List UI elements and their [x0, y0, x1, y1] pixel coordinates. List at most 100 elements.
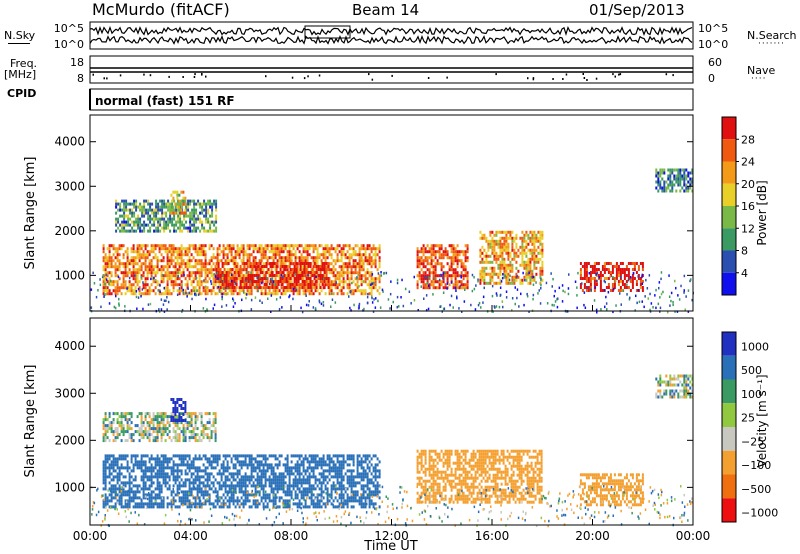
echo-cell-1036 — [280, 478, 283, 482]
echo-cell-166 — [132, 256, 135, 260]
echo-cell-1838 — [313, 283, 316, 286]
echo-cell-43 — [108, 259, 111, 263]
echo-cell-1199 — [308, 475, 311, 479]
echo-cell-1533 — [374, 280, 377, 284]
echo-cell-2669 — [633, 265, 636, 268]
echo-cell-1121 — [300, 253, 303, 257]
echo-cell-981 — [276, 292, 279, 296]
echo-cell-338 — [162, 280, 165, 284]
echo-cell-463 — [180, 472, 183, 476]
echo-cell-254 — [146, 271, 149, 275]
echo-cell-381 — [164, 475, 167, 479]
echo-cell-617 — [206, 484, 209, 488]
echo-cell-720 — [232, 256, 235, 260]
echo-cell-356 — [166, 268, 169, 272]
echo-cell-462 — [184, 262, 187, 266]
echo-cell-2914 — [173, 217, 176, 221]
echo-cell-176 — [132, 292, 135, 296]
echo-cell-2217 — [491, 275, 494, 279]
echo-cell-2093 — [456, 271, 459, 275]
echo-cell-1045 — [282, 481, 285, 485]
echo-cell-2850 — [157, 217, 160, 221]
echo-cell-236 — [144, 253, 147, 257]
echo-cell-773 — [240, 289, 243, 293]
echo-cell-2148 — [479, 254, 482, 258]
echo-cell-632 — [208, 502, 211, 506]
echo-cell-2436 — [531, 230, 534, 234]
echo-cell-282 — [150, 454, 153, 458]
echo-cell-91 — [116, 472, 119, 476]
echo-cell-1448 — [360, 256, 363, 260]
noise-cell-3512 — [400, 296, 402, 299]
noise-cell-3683 — [124, 305, 126, 308]
echo-cell-1369 — [346, 256, 349, 260]
echo-cell-785 — [238, 460, 241, 464]
echo-cell-1494 — [368, 259, 371, 263]
freq-dot — [595, 77, 598, 80]
echo-cell-64 — [112, 253, 115, 257]
echo-cell-896 — [256, 481, 259, 485]
echo-cell-1386 — [348, 271, 351, 275]
noise-cell-3242 — [526, 272, 528, 275]
echo-cell-1537 — [376, 253, 379, 257]
echo-cell-793 — [238, 490, 241, 494]
echo-cell-259 — [146, 292, 149, 296]
echo-cell-321 — [160, 253, 163, 257]
echo-cell-240 — [144, 265, 147, 269]
echo-cell-2821 — [149, 217, 152, 221]
echo-cell-1850 — [317, 277, 320, 280]
echo-cell-30 — [106, 457, 109, 461]
echo-cell-553 — [200, 265, 203, 269]
echo-cell-1891 — [416, 265, 419, 269]
echo-cell-2793 — [141, 223, 144, 227]
echo-cell-3140 — [665, 189, 668, 193]
echo-cell-1288 — [330, 280, 333, 284]
echo-cell-3153 — [671, 168, 674, 172]
echo-cell-230 — [140, 502, 143, 506]
echo-cell-682 — [226, 244, 229, 248]
echo-cell-1024 — [278, 472, 281, 476]
echo-cell-2485 — [539, 248, 542, 252]
echo-cell-1212 — [314, 289, 317, 293]
echo-cell-73 — [112, 496, 115, 500]
echo-cell-2189 — [487, 248, 490, 252]
echo-cell-857 — [250, 460, 253, 464]
echo-cell-65 — [112, 259, 115, 263]
echo-cell-1111 — [294, 475, 297, 479]
echo-cell-199 — [136, 280, 139, 284]
echo-cell-2117 — [462, 268, 465, 272]
echo-cell-628 — [208, 487, 211, 491]
echo-cell-788 — [242, 289, 245, 293]
echo-cell-830 — [244, 490, 247, 494]
echo-cell-182 — [134, 271, 137, 275]
freq-dot — [618, 73, 620, 76]
echo-cell-2741 — [127, 214, 130, 218]
echo-cell-1116 — [294, 493, 297, 497]
echo-cell-2202 — [489, 272, 492, 276]
echo-cell-374 — [168, 277, 171, 281]
echo-cell-2939 — [179, 217, 182, 221]
echo-cell-2149 — [479, 260, 482, 264]
echo-cell-1579 — [223, 274, 226, 277]
echo-cell-1802 — [301, 286, 304, 289]
echo-cell-274 — [148, 478, 151, 482]
echo-cell-15 — [104, 463, 107, 467]
echo-cell-2200 — [489, 260, 492, 264]
echo-cell-95 — [116, 487, 119, 491]
echo-cell-1123 — [296, 469, 299, 473]
echo-cell-1720 — [273, 286, 276, 289]
echo-cell-56 — [110, 265, 113, 269]
echo-cell-517 — [188, 502, 191, 506]
echo-cell-2732 — [125, 202, 128, 206]
echo-cell-3202 — [687, 189, 690, 193]
echo-cell-1120 — [296, 460, 299, 464]
echo-cell-2383 — [521, 263, 524, 267]
echo-cell-327 — [160, 277, 163, 281]
echo-cell-890 — [262, 262, 265, 266]
echo-cell-2212 — [491, 251, 494, 255]
echo-cell-1630 — [241, 277, 244, 280]
echo-cell-876 — [260, 256, 263, 260]
echo-cell-704 — [224, 457, 227, 461]
echo-cell-3095 — [180, 190, 183, 194]
echo-cell-242 — [142, 490, 145, 494]
